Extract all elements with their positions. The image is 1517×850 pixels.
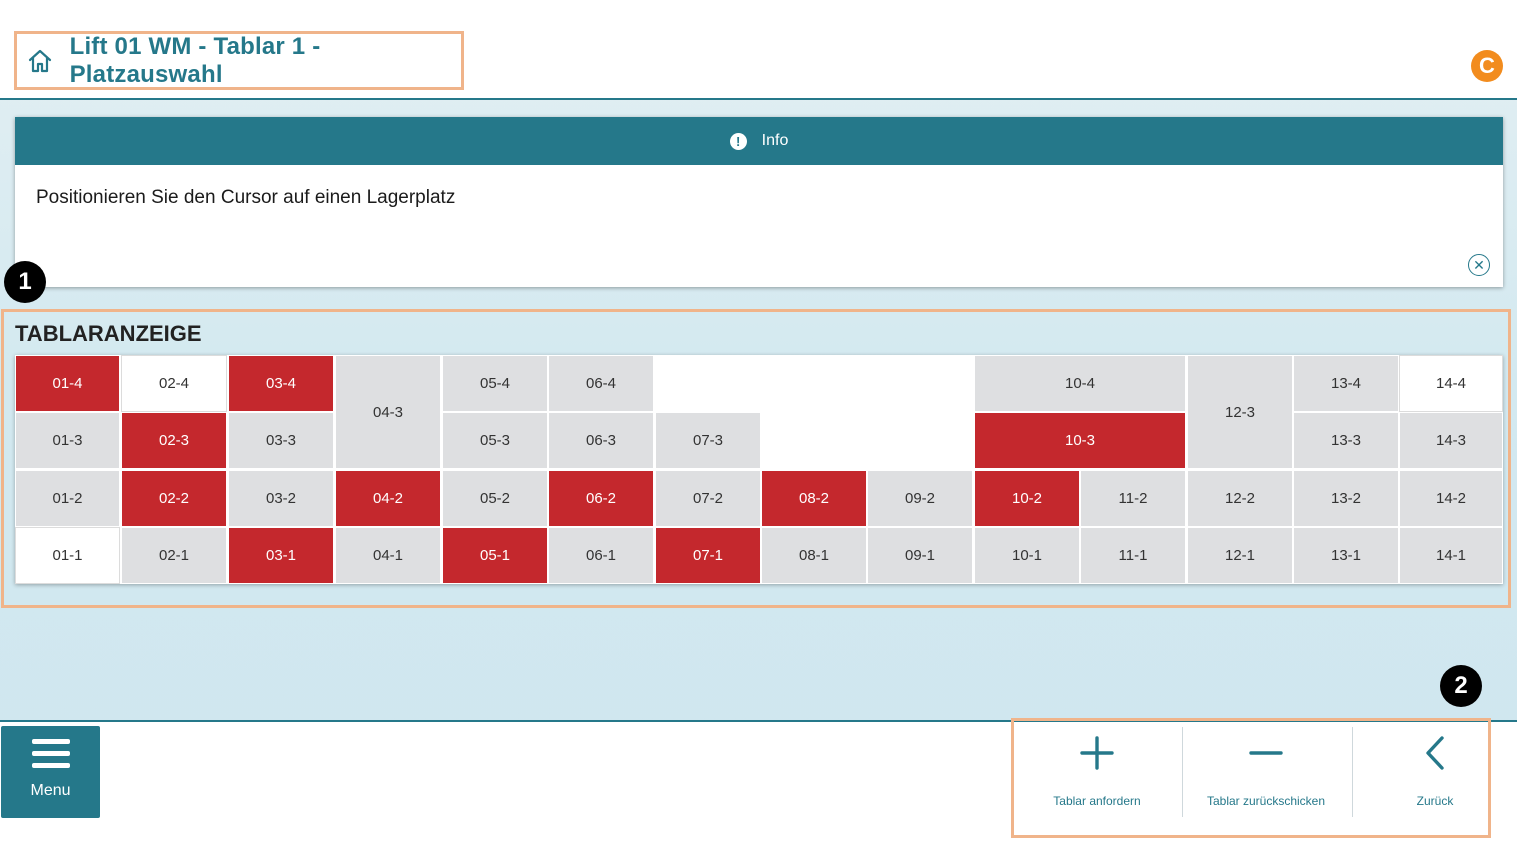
storage-slot-12-1[interactable]: 12-1 (1187, 527, 1293, 584)
storage-slot-03-2[interactable]: 03-2 (228, 470, 334, 527)
storage-slot-14-4[interactable]: 14-4 (1399, 355, 1503, 412)
close-icon[interactable]: ✕ (1468, 254, 1490, 276)
storage-slot-12-3[interactable]: 12-3 (1187, 355, 1293, 469)
storage-slot-04-2[interactable]: 04-2 (335, 470, 441, 527)
storage-slot-06-2[interactable]: 06-2 (548, 470, 654, 527)
annotation-badge-1: 1 (4, 261, 46, 303)
storage-slot-13-2[interactable]: 13-2 (1293, 470, 1399, 527)
storage-slot-06-4[interactable]: 06-4 (548, 355, 654, 412)
storage-slot-10-2[interactable]: 10-2 (974, 470, 1080, 527)
tray-section-title: TABLARANZEIGE (15, 321, 202, 346)
storage-slot-14-3[interactable]: 14-3 (1399, 412, 1503, 469)
storage-slot-05-3[interactable]: 05-3 (442, 412, 548, 469)
storage-slot-03-3[interactable]: 03-3 (228, 412, 334, 469)
storage-slot-11-2[interactable]: 11-2 (1080, 470, 1186, 527)
storage-slot-02-2[interactable]: 02-2 (121, 470, 227, 527)
menu-label: Menu (30, 782, 71, 799)
storage-slot-01-2[interactable]: 01-2 (15, 470, 120, 527)
top-bar: Lift 01 WM - Tablar 1 - Platzauswahl C (0, 0, 1517, 100)
storage-slot-08-1[interactable]: 08-1 (761, 527, 867, 584)
storage-slot-07-3[interactable]: 07-3 (655, 412, 761, 469)
storage-slot-14-1[interactable]: 14-1 (1399, 527, 1503, 584)
plus-icon (1080, 725, 1114, 780)
storage-slot-02-1[interactable]: 02-1 (121, 527, 227, 584)
storage-slot-04-1[interactable]: 04-1 (335, 527, 441, 584)
storage-slot-01-1[interactable]: 01-1 (15, 527, 120, 584)
info-header: ! Info (15, 117, 1503, 165)
storage-slot-04-3[interactable]: 04-3 (335, 355, 441, 469)
action-divider (1352, 727, 1353, 817)
page-title-box: Lift 01 WM - Tablar 1 - Platzauswahl (14, 31, 464, 90)
menu-button[interactable]: Menu (1, 726, 100, 818)
storage-slot-13-4[interactable]: 13-4 (1293, 355, 1399, 412)
storage-slot-01-3[interactable]: 01-3 (15, 412, 120, 469)
back-label: Zurück (1416, 794, 1454, 808)
tray-grid: 01-4 02-4 03-4 04-3 05-4 06-4 10-4 12-3 13-4 14-4… (15, 355, 1503, 584)
return-tray-button[interactable]: Tablar zurückschicken (1185, 725, 1347, 820)
storage-slot-08-2[interactable]: 08-2 (761, 470, 867, 527)
request-tray-label: Tablar anfordern (1053, 794, 1141, 808)
storage-slot-05-4[interactable]: 05-4 (442, 355, 548, 412)
chevron-left-icon (1423, 725, 1447, 780)
storage-slot-03-4[interactable]: 03-4 (228, 355, 334, 412)
storage-slot-14-2[interactable]: 14-2 (1399, 470, 1503, 527)
minus-icon (1249, 725, 1283, 780)
exclamation-icon: ! (729, 132, 747, 150)
actions-highlight (1011, 718, 1491, 838)
annotation-badge-2: 2 (1440, 665, 1482, 707)
storage-slot-07-2[interactable]: 07-2 (655, 470, 761, 527)
tray-section-highlight (1, 309, 1511, 608)
storage-slot-05-2[interactable]: 05-2 (442, 470, 548, 527)
storage-slot-09-1[interactable]: 09-1 (867, 527, 973, 584)
storage-slot-01-4[interactable]: 01-4 (15, 355, 120, 412)
back-button[interactable]: Zurück (1355, 725, 1515, 820)
storage-slot-10-4[interactable]: 10-4 (974, 355, 1186, 412)
storage-slot-06-3[interactable]: 06-3 (548, 412, 654, 469)
storage-slot-12-2[interactable]: 12-2 (1187, 470, 1293, 527)
brand-logo: C (1471, 50, 1503, 82)
page-title: Lift 01 WM - Tablar 1 - Platzauswahl (69, 32, 321, 88)
action-divider (1182, 727, 1183, 817)
info-title: Info (761, 132, 789, 149)
storage-slot-13-3[interactable]: 13-3 (1293, 412, 1399, 469)
request-tray-button[interactable]: Tablar anfordern (1016, 725, 1178, 820)
storage-slot-05-1[interactable]: 05-1 (442, 527, 548, 584)
return-tray-label: Tablar zurückschicken (1206, 794, 1326, 808)
storage-slot-09-2[interactable]: 09-2 (867, 470, 973, 527)
storage-slot-02-4[interactable]: 02-4 (121, 355, 227, 412)
storage-slot-10-1[interactable]: 10-1 (974, 527, 1080, 584)
storage-slot-07-1[interactable]: 07-1 (655, 527, 761, 584)
storage-slot-02-3[interactable]: 02-3 (121, 412, 227, 469)
storage-slot-06-1[interactable]: 06-1 (548, 527, 654, 584)
storage-slot-13-1[interactable]: 13-1 (1293, 527, 1399, 584)
info-message: Positionieren Sie den Cursor auf einen L… (36, 187, 456, 208)
bottom-bar (0, 720, 1517, 850)
home-icon[interactable] (27, 46, 56, 76)
storage-slot-10-3[interactable]: 10-3 (974, 412, 1186, 469)
hamburger-icon (31, 739, 70, 775)
storage-slot-11-1[interactable]: 11-1 (1080, 527, 1186, 584)
info-panel: ! Info Positionieren Sie den Cursor auf … (15, 117, 1503, 287)
storage-slot-03-1[interactable]: 03-1 (228, 527, 334, 584)
